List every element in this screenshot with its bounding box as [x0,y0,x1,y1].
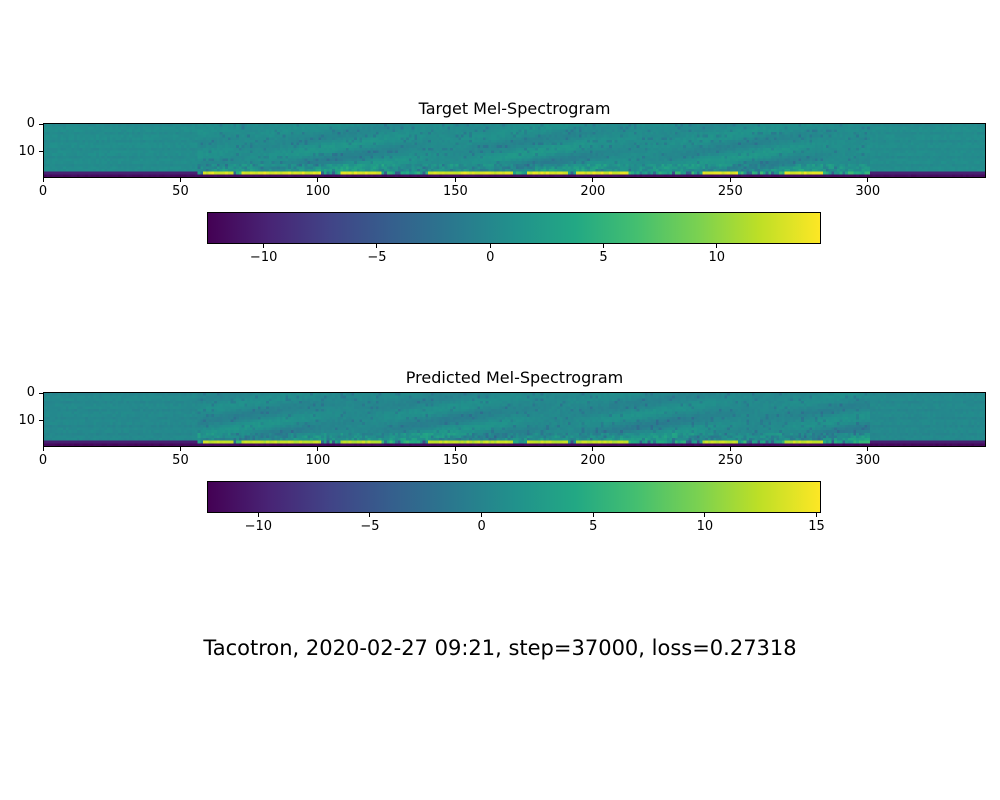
colorbar-tick-mark [257,513,259,517]
colorbar-tick-label: −5 [367,250,387,265]
x-tick-label: 200 [580,184,606,199]
colorbar-tick-label: −5 [360,519,380,534]
colorbar-tick-mark [704,513,706,517]
colorbar-tick-label: 0 [477,519,486,534]
colorbar-tick-label: 5 [599,250,608,265]
x-tick-label: 250 [717,453,743,468]
x-tick-label: 100 [305,184,331,199]
colorbar-tick-mark [376,244,378,248]
colorbar-tick-label: −10 [249,250,278,265]
x-tick-mark [729,178,731,182]
x-tick-label: 300 [855,453,881,468]
x-tick-mark [317,178,319,182]
x-tick-mark [179,178,181,182]
colorbar-tick-mark [816,513,818,517]
y-tick-mark [39,420,43,422]
colorbar-tick-label: 15 [808,519,825,534]
y-tick-label: 10 [18,143,35,159]
training-info-caption: Tacotron, 2020-02-27 09:21, step=37000, … [203,636,797,660]
x-tick-mark [42,178,44,182]
x-tick-mark [317,447,319,451]
x-tick-label: 50 [172,453,189,468]
y-tick-mark [39,392,43,394]
x-tick-label: 0 [38,453,48,468]
colorbar [207,212,821,244]
y-tick-mark [39,151,43,153]
x-tick-mark [179,447,181,451]
colorbar-tick-label: 10 [708,250,726,265]
colorbar [207,481,821,513]
chart-title: Target Mel-Spectrogram [418,99,611,118]
colorbar-tick-label: 10 [696,519,714,534]
x-tick-label: 150 [442,453,468,468]
chart-title: Predicted Mel-Spectrogram [405,368,624,387]
colorbar-tick-mark [592,513,594,517]
y-tick-label: 0 [26,116,35,132]
spectrogram-image [43,392,986,447]
x-tick-label: 50 [172,184,189,199]
x-tick-mark [592,447,594,451]
x-tick-mark [867,447,869,451]
x-tick-mark [42,447,44,451]
y-tick-label: 0 [26,385,35,401]
x-tick-mark [454,178,456,182]
x-tick-label: 200 [580,453,606,468]
x-tick-label: 300 [855,184,881,199]
colorbar-tick-mark [489,244,491,248]
x-tick-mark [454,447,456,451]
colorbar-tick-label: 0 [486,250,495,265]
x-tick-label: 250 [717,184,743,199]
colorbar-tick-mark [481,513,483,517]
x-tick-mark [592,178,594,182]
colorbar-tick-label: 5 [589,519,598,534]
colorbar-tick-mark [716,244,718,248]
colorbar-tick-label: −10 [244,519,273,534]
y-tick-mark [39,123,43,125]
y-tick-label: 10 [18,412,35,428]
spectrogram-canvas [44,124,985,177]
colorbar-tick-mark [263,244,265,248]
colorbar-tick-mark [369,513,371,517]
x-tick-label: 100 [305,453,331,468]
x-tick-mark [729,447,731,451]
x-tick-mark [867,178,869,182]
spectrogram-canvas [44,393,985,446]
colorbar-tick-mark [602,244,604,248]
x-tick-label: 0 [38,184,48,199]
x-tick-label: 150 [442,184,468,199]
spectrogram-image [43,123,986,178]
